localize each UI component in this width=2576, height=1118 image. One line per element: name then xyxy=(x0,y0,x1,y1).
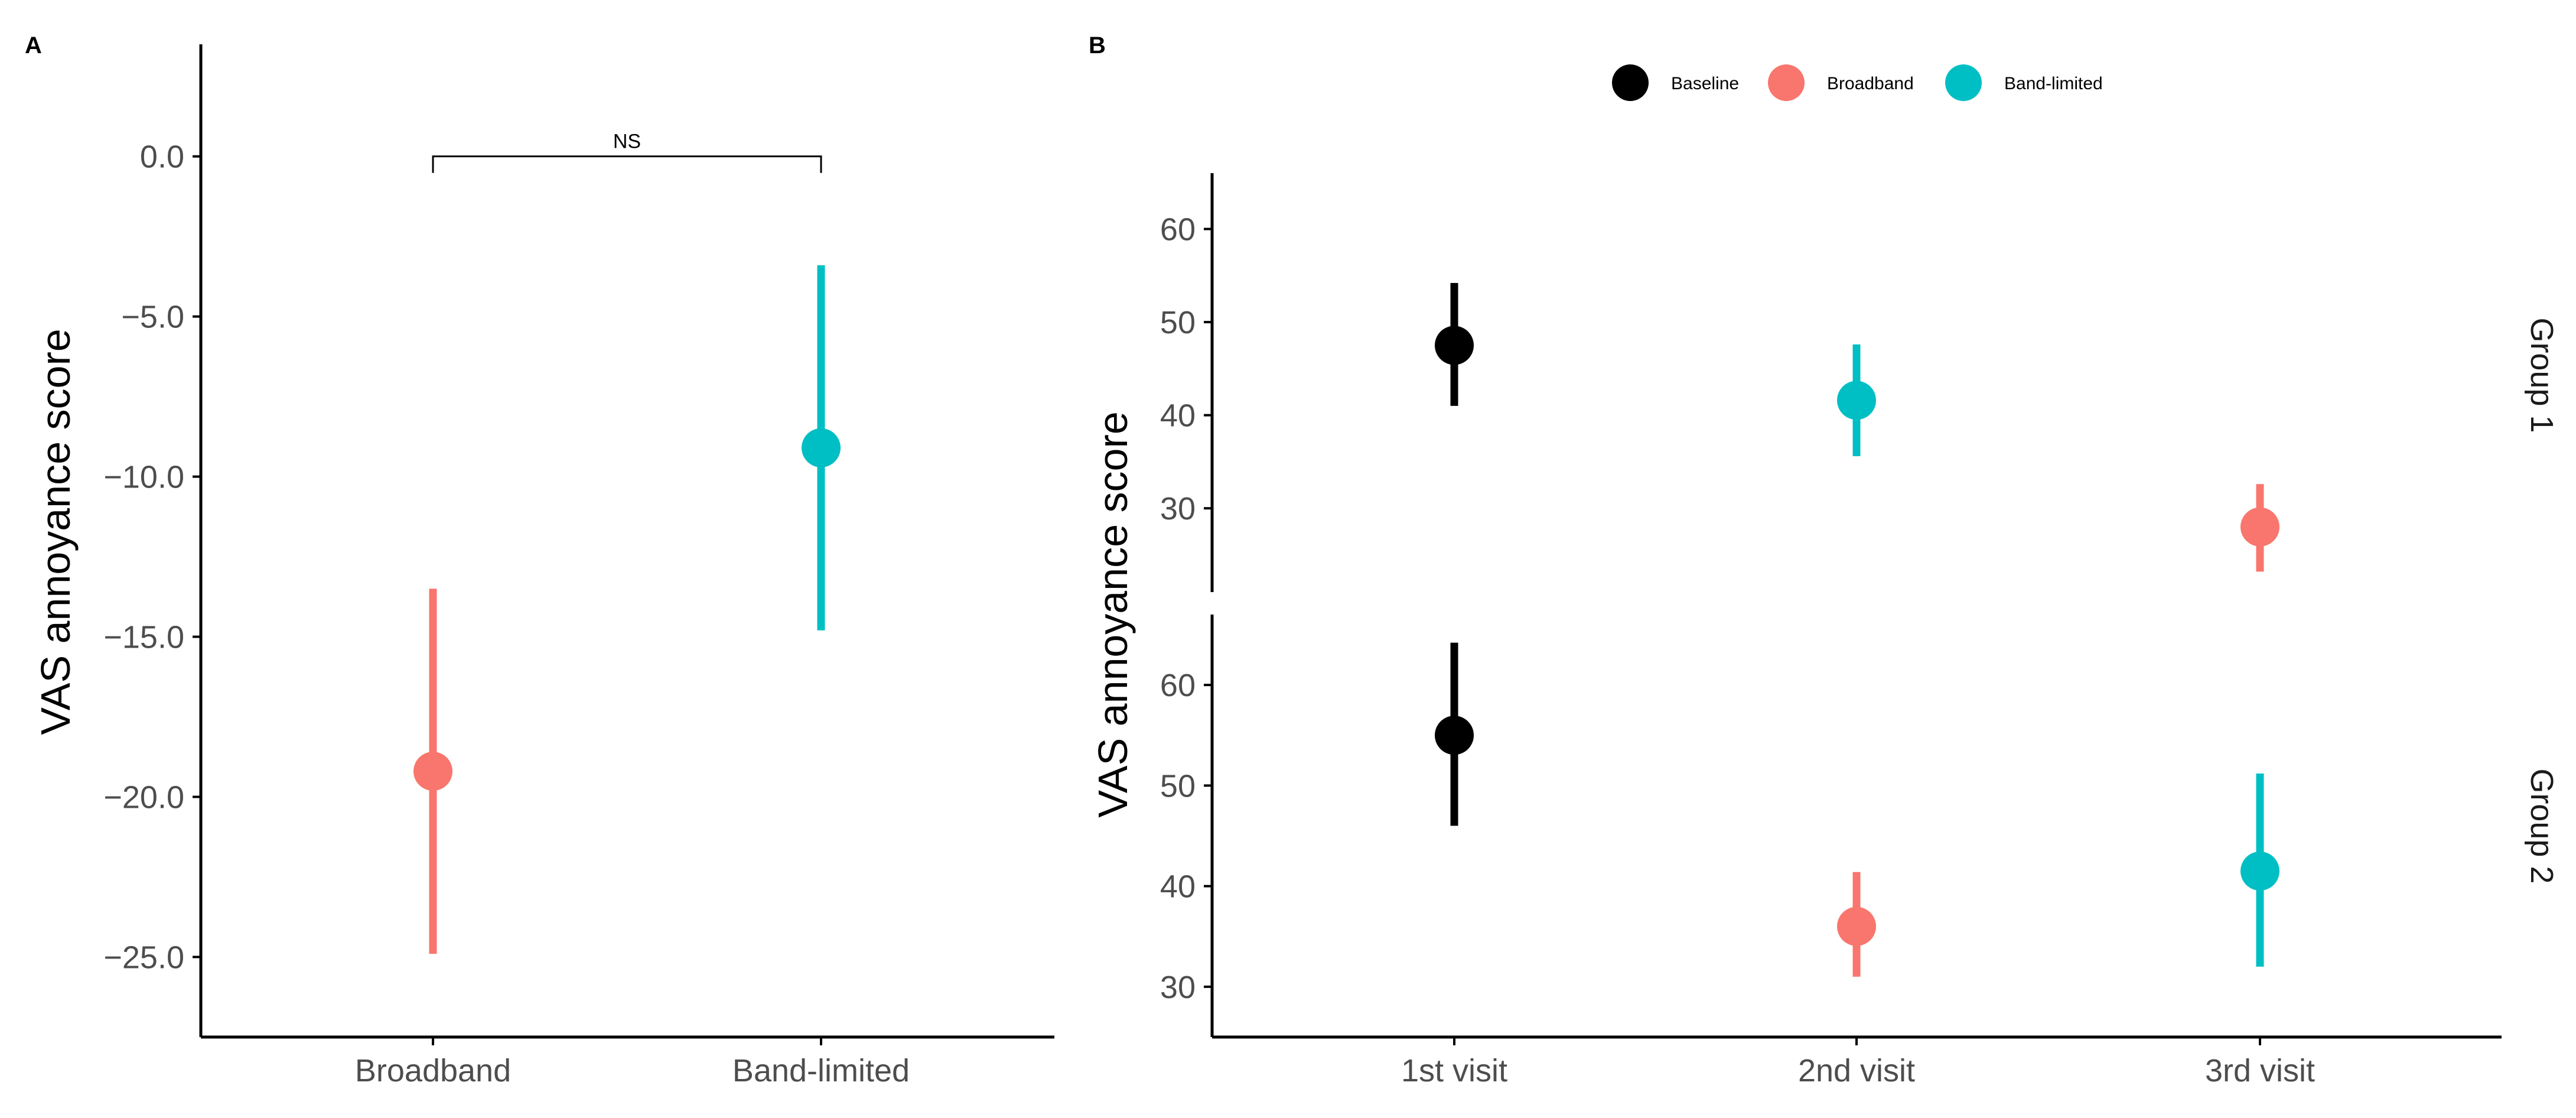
point-group-2-2nd-visit-broadband xyxy=(1837,906,1876,946)
panel-a-points xyxy=(413,265,841,954)
panel-a-x-ticks: Broadband Band-limited xyxy=(355,1037,910,1088)
point-broadband xyxy=(413,752,452,791)
panel-b-points xyxy=(1435,282,2279,977)
legend-marker-baseline xyxy=(1612,64,1649,101)
x-tick-label-3rd-visit: 3rd visit xyxy=(2205,1053,2315,1088)
point-group-1-3rd-visit-broadband xyxy=(2240,507,2279,547)
panel-a-significance-bracket: NS xyxy=(432,131,822,173)
legend-label-band-limited: Band-limited xyxy=(2004,74,2103,93)
facet-2-y-tick-label: 40 xyxy=(1160,869,1196,905)
panel-a-label: A xyxy=(25,32,42,58)
y-tick-label: 0.0 xyxy=(140,139,184,175)
x-tick-label-band-limited: Band-limited xyxy=(732,1053,910,1088)
facet-2-y-tick-label: 50 xyxy=(1160,768,1196,804)
y-tick-label: −25.0 xyxy=(103,940,184,976)
facet-2-y-tick-label: 30 xyxy=(1160,970,1196,1005)
y-tick-label: −10.0 xyxy=(103,460,184,495)
point-group-2-3rd-visit-band-limited xyxy=(2240,852,2279,891)
panel-a: A VAS annoyance score 0.0 −5.0 −10.0 −15.0 −… xyxy=(25,32,1054,1088)
y-tick-label: −15.0 xyxy=(103,620,184,655)
panel-b-y-axis-title: VAS annoyance score xyxy=(1090,411,1136,817)
point-group-1-1st-visit-baseline xyxy=(1435,326,1474,365)
panel-b-x-ticks: 1st visit 2nd visit 3rd visit xyxy=(1401,1037,2315,1088)
facet-1-y-tick-label: 50 xyxy=(1160,305,1196,340)
facet-1-y-tick-label: 40 xyxy=(1160,398,1196,434)
facet-strip-group-2: Group 2 xyxy=(2524,768,2559,883)
significance-bracket-line xyxy=(432,155,822,173)
point-group-2-1st-visit-baseline xyxy=(1435,716,1474,755)
panel-b: B Baseline Broadband Band-limited VAS an… xyxy=(1089,32,2559,1088)
facet-1-y-tick-label: 60 xyxy=(1160,212,1196,248)
x-tick-label-2nd-visit: 2nd visit xyxy=(1798,1053,1915,1088)
panel-b-y-ticks: 30 40 50 60 30 40 50 60 xyxy=(1160,212,1212,1005)
facet-1-y-tick-label: 30 xyxy=(1160,491,1196,526)
facet-2-y-tick-label: 60 xyxy=(1160,668,1196,703)
legend-label-broadband: Broadband xyxy=(1827,74,1914,93)
legend-marker-broadband xyxy=(1768,64,1805,101)
x-tick-label-1st-visit: 1st visit xyxy=(1401,1053,1507,1088)
panel-a-y-axis-title: VAS annoyance score xyxy=(32,329,79,734)
x-tick-label-broadband: Broadband xyxy=(355,1053,511,1088)
facet-strip-group-1: Group 1 xyxy=(2524,317,2559,433)
legend-label-baseline: Baseline xyxy=(1671,74,1739,93)
legend-marker-band-limited xyxy=(1945,64,1982,101)
y-tick-label: −20.0 xyxy=(103,780,184,815)
significance-label: NS xyxy=(613,131,641,153)
point-group-1-2nd-visit-band-limited xyxy=(1837,381,1876,420)
legend: Baseline Broadband Band-limited xyxy=(1612,64,2103,101)
y-tick-label: −5.0 xyxy=(121,300,184,335)
point-band-limited xyxy=(802,428,841,467)
panel-a-y-ticks: 0.0 −5.0 −10.0 −15.0 −20.0 −25.0 xyxy=(103,139,201,976)
panel-b-label: B xyxy=(1089,32,1106,58)
